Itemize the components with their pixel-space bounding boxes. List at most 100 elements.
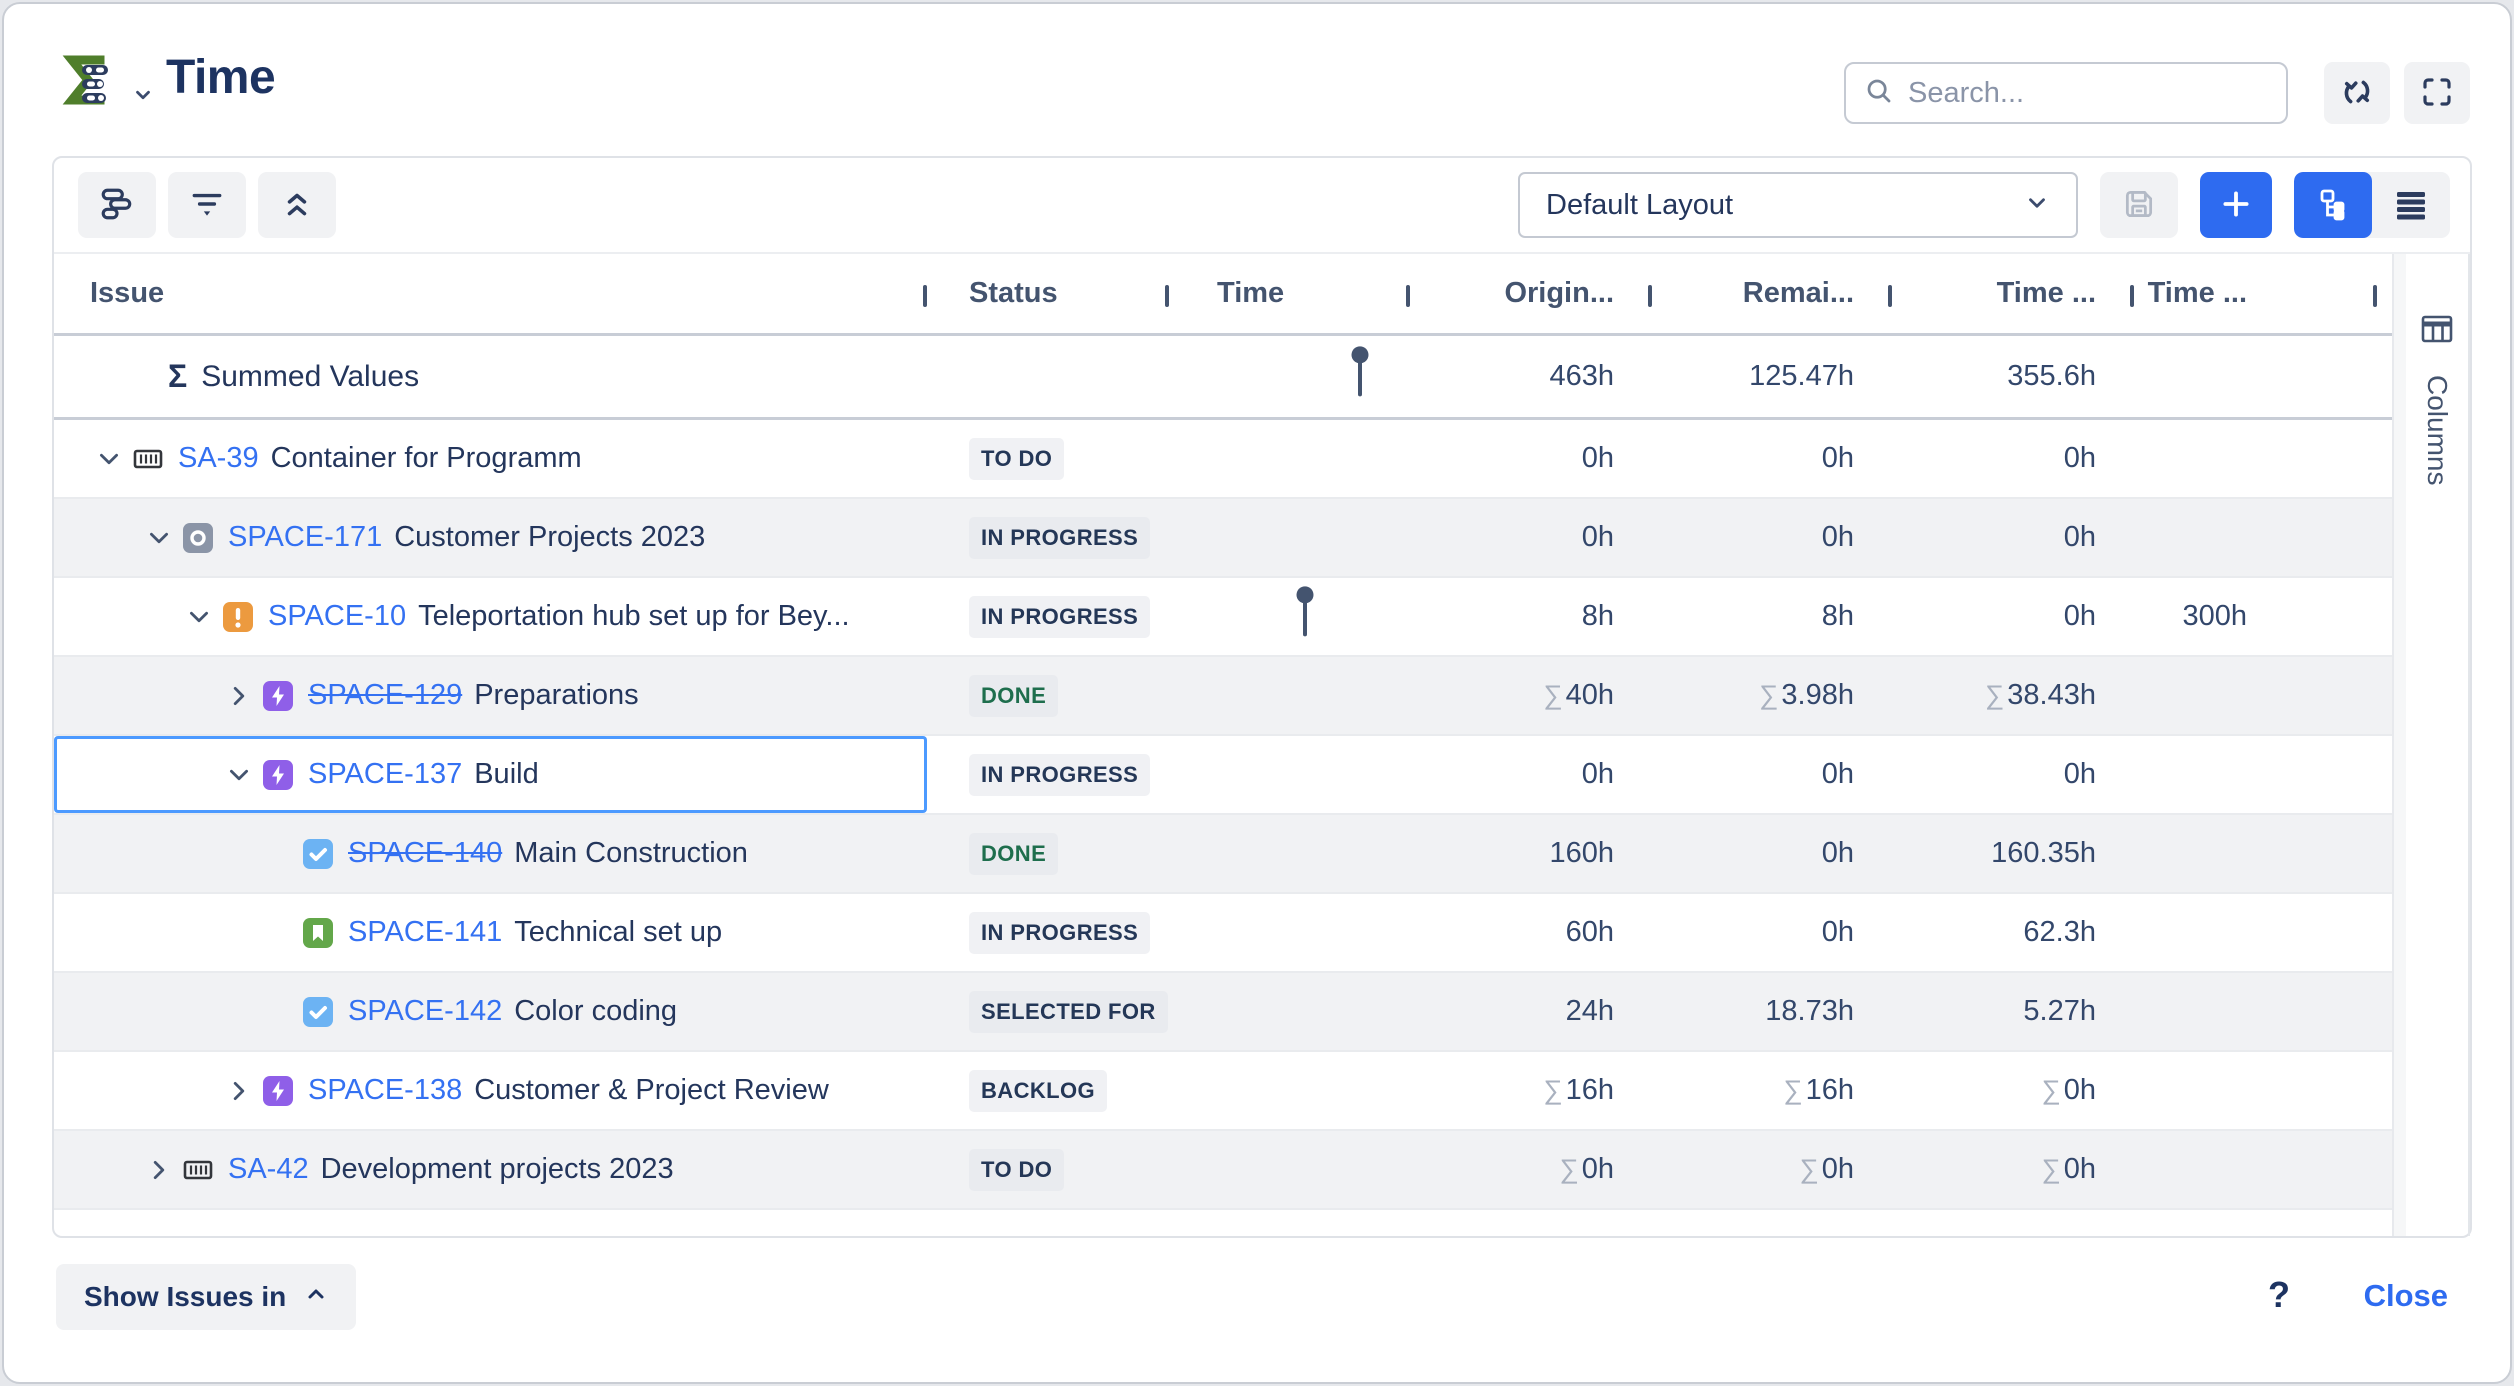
epic-icon bbox=[262, 759, 294, 791]
help-button[interactable]: ? bbox=[2268, 1274, 2290, 1315]
time-value-cell bbox=[2134, 336, 2377, 417]
column-header-time[interactable]: Time ... bbox=[1892, 254, 2134, 333]
time-bar-cell bbox=[1169, 657, 1410, 734]
time-bar-cell bbox=[1169, 736, 1410, 813]
time-bar-cell bbox=[1169, 815, 1410, 892]
show-issues-in-button[interactable]: Show Issues in bbox=[56, 1264, 357, 1330]
column-resize-handle[interactable] bbox=[2130, 285, 2134, 307]
column-resize-handle[interactable] bbox=[1648, 285, 1652, 307]
table-row[interactable]: SPACE-140 Main Construction DONE 160h 0h 160.… bbox=[54, 815, 2392, 894]
table-row[interactable]: SPACE-138 Customer & Project Review BACKLO… bbox=[54, 1052, 2392, 1131]
time-pin-marker bbox=[1358, 349, 1362, 396]
chevron-right-icon[interactable] bbox=[226, 1078, 252, 1104]
issue-key-link[interactable]: SPACE-129 bbox=[308, 679, 463, 711]
columns-panel-tab[interactable]: Columns bbox=[2406, 254, 2470, 1236]
tree-view-button[interactable] bbox=[2294, 172, 2372, 238]
time-value-cell: 0h bbox=[1581, 521, 1614, 553]
issue-cell[interactable]: SPACE-129 Preparations bbox=[54, 657, 927, 734]
logo-chevron-down-icon[interactable] bbox=[132, 84, 154, 111]
sum-prefix-sigma: ∑ bbox=[1543, 1075, 1563, 1105]
column-header-issue[interactable]: Issue bbox=[54, 254, 927, 333]
issue-key-link[interactable]: SPACE-138 bbox=[308, 1074, 463, 1106]
vertical-scrollbar[interactable] bbox=[2392, 254, 2406, 1236]
column-header-time[interactable]: Time bbox=[1169, 254, 1410, 333]
issue-key-link[interactable]: SPACE-137 bbox=[308, 758, 463, 790]
chevron-down-icon[interactable] bbox=[226, 762, 252, 788]
column-resize-handle[interactable] bbox=[1406, 285, 1410, 307]
issue-key-link[interactable]: SA-39 bbox=[178, 442, 259, 474]
column-header-time[interactable]: Time ... bbox=[2134, 254, 2377, 333]
chevron-down-icon[interactable] bbox=[186, 604, 212, 630]
issue-key-link[interactable]: SPACE-10 bbox=[268, 600, 407, 632]
issue-cell[interactable]: SPACE-141 Technical set up bbox=[54, 894, 927, 971]
time-value-cell: ∑ 40h bbox=[1543, 679, 1614, 711]
chevron-right-icon[interactable] bbox=[146, 1157, 172, 1183]
time-value-cell: 0h bbox=[2063, 758, 2096, 790]
save-layout-button[interactable] bbox=[2100, 172, 2178, 238]
chevron-down-icon[interactable] bbox=[96, 446, 122, 472]
issue-key-link[interactable]: SA-42 bbox=[228, 1153, 309, 1185]
time-value-cell: ∑ 0h bbox=[1559, 1153, 1614, 1185]
collapse-all-button[interactable] bbox=[258, 172, 336, 238]
time-value-cell: 0h bbox=[1821, 916, 1854, 948]
table-row[interactable]: SPACE-129 Preparations DONE ∑ 40h ∑ 3.98h ∑ 38.4… bbox=[54, 657, 2392, 736]
table-row[interactable]: SPACE-10 Teleportation hub set up for Bey… bbox=[54, 578, 2392, 657]
column-header-remai[interactable]: Remai... bbox=[1652, 254, 1892, 333]
group-structure-button[interactable] bbox=[78, 172, 156, 238]
issue-key-link[interactable]: SPACE-171 bbox=[228, 521, 383, 553]
time-value-cell: 0h bbox=[1581, 758, 1614, 790]
issue-cell[interactable]: SPACE-137 Build bbox=[54, 736, 927, 813]
time-value-cell: 0h bbox=[2063, 521, 2096, 553]
column-resize-handle[interactable] bbox=[1888, 285, 1892, 307]
story-icon bbox=[302, 917, 334, 949]
column-header-origin[interactable]: Origin... bbox=[1410, 254, 1652, 333]
issue-cell[interactable]: SA-42 Development projects 2023 bbox=[54, 1131, 927, 1208]
search-input[interactable] bbox=[1908, 76, 2268, 110]
issue-cell[interactable]: SA-39 Container for Programm bbox=[54, 420, 927, 497]
search-icon bbox=[1864, 76, 1894, 111]
issue-cell[interactable]: SPACE-138 Customer & Project Review bbox=[54, 1052, 927, 1129]
column-resize-handle[interactable] bbox=[2373, 285, 2377, 307]
chevron-right-icon[interactable] bbox=[226, 683, 252, 709]
column-header-status[interactable]: Status bbox=[927, 254, 1169, 333]
time-value-cell bbox=[2134, 1131, 2377, 1208]
column-resize-handle[interactable] bbox=[923, 285, 927, 307]
issue-key-link[interactable]: SPACE-142 bbox=[348, 995, 503, 1027]
search-box[interactable] bbox=[1844, 62, 2288, 124]
layout-selector[interactable]: Default Layout bbox=[1518, 172, 2078, 238]
issue-cell[interactable]: SPACE-10 Teleportation hub set up for Bey… bbox=[54, 578, 927, 655]
task-icon bbox=[302, 838, 334, 870]
time-value-cell: 0h bbox=[1821, 521, 1854, 553]
issue-key-link[interactable]: SPACE-141 bbox=[348, 916, 503, 948]
issue-cell[interactable]: SPACE-140 Main Construction bbox=[54, 815, 927, 892]
list-view-button[interactable] bbox=[2372, 172, 2450, 238]
issue-summary: Color coding bbox=[514, 995, 678, 1027]
close-link[interactable]: Close bbox=[2363, 1278, 2448, 1313]
chevron-up-icon bbox=[304, 1281, 328, 1313]
issue-key-link[interactable]: SPACE-140 bbox=[348, 837, 503, 869]
fullscreen-button[interactable] bbox=[2404, 62, 2470, 124]
time-bar-cell bbox=[1169, 336, 1410, 417]
status-cell: DONE bbox=[927, 657, 1169, 734]
status-cell bbox=[927, 336, 1169, 417]
time-value-cell: 160h bbox=[1549, 837, 1614, 869]
columns-tab-label: Columns bbox=[2422, 375, 2453, 486]
issue-cell[interactable]: SPACE-142 Color coding bbox=[54, 973, 927, 1050]
table-row[interactable]: SA-42 Development projects 2023 TO DO ∑ 0h ∑ 0… bbox=[54, 1131, 2392, 1210]
table-row[interactable]: SA-39 Container for Programm TO DO 0h 0h 0h bbox=[54, 420, 2392, 499]
sum-prefix-sigma: ∑ bbox=[1759, 680, 1779, 710]
time-bar-cell bbox=[1169, 420, 1410, 497]
table-row[interactable]: SPACE-141 Technical set up IN PROGRESS 60h 0… bbox=[54, 894, 2392, 973]
issue-cell[interactable]: SPACE-171 Customer Projects 2023 bbox=[54, 499, 927, 576]
add-item-button[interactable] bbox=[2200, 172, 2272, 238]
table-row[interactable]: SPACE-171 Customer Projects 2023 IN PROGRE… bbox=[54, 499, 2392, 578]
chevron-down-icon[interactable] bbox=[146, 525, 172, 551]
filter-button[interactable] bbox=[168, 172, 246, 238]
summed-values-row[interactable]: Σ Summed Values 463h 125.47h 355.6h bbox=[54, 336, 2392, 420]
column-resize-handle[interactable] bbox=[1165, 285, 1169, 307]
table-row[interactable]: SPACE-142 Color coding SELECTED FOR 24h 18.7… bbox=[54, 973, 2392, 1052]
time-value-cell: 355.6h bbox=[2007, 360, 2096, 392]
table-row[interactable]: SPACE-137 Build IN PROGRESS 0h 0h 0h bbox=[54, 736, 2392, 815]
sigma-app-logo-icon[interactable] bbox=[56, 48, 120, 112]
refresh-button[interactable] bbox=[2324, 62, 2390, 124]
